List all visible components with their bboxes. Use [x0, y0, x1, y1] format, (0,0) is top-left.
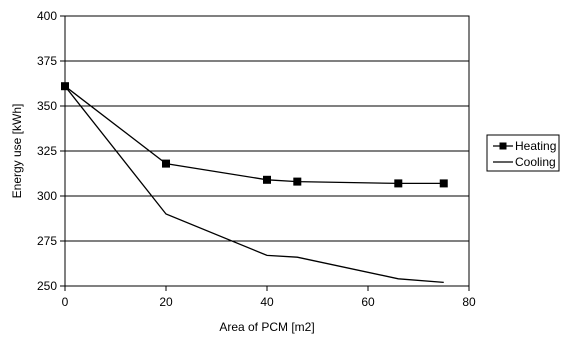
y-tick-label: 350: [37, 99, 57, 113]
gridlines: [65, 60, 469, 242]
x-tick-label: 20: [159, 295, 173, 309]
x-tick-label: 80: [462, 295, 476, 309]
y-tick-label: 325: [37, 144, 57, 158]
legend-heating-marker: [499, 142, 507, 150]
heating-point: [162, 159, 170, 168]
y-axis-label: Energy use [kWh]: [10, 104, 24, 199]
legend: Heating Cooling: [486, 134, 560, 172]
cooling-line: [64, 85, 444, 284]
axis-ticks: 250 275 300 325 350 375 400 0 20 40 60 80: [37, 9, 476, 309]
series-lines: [61, 82, 448, 284]
legend-heating-label: Heating: [515, 139, 556, 153]
y-tick-label: 375: [37, 54, 57, 68]
heating-point: [263, 175, 271, 184]
x-axis-label: Area of PCM [m2]: [219, 320, 314, 334]
y-tick-label: 275: [37, 234, 57, 248]
legend-cooling-label: Cooling: [515, 155, 556, 169]
heating-line: [64, 85, 444, 185]
x-tick-label: 40: [260, 295, 274, 309]
x-tick-label: 0: [62, 295, 69, 309]
heating-point: [439, 179, 448, 188]
y-tick-label: 250: [37, 279, 57, 293]
y-tick-label: 400: [37, 9, 57, 23]
legend-box: [486, 134, 560, 172]
y-tick-label: 300: [37, 189, 57, 203]
heating-point: [394, 179, 403, 188]
heating-point: [293, 177, 302, 186]
x-tick-label: 60: [361, 295, 375, 309]
